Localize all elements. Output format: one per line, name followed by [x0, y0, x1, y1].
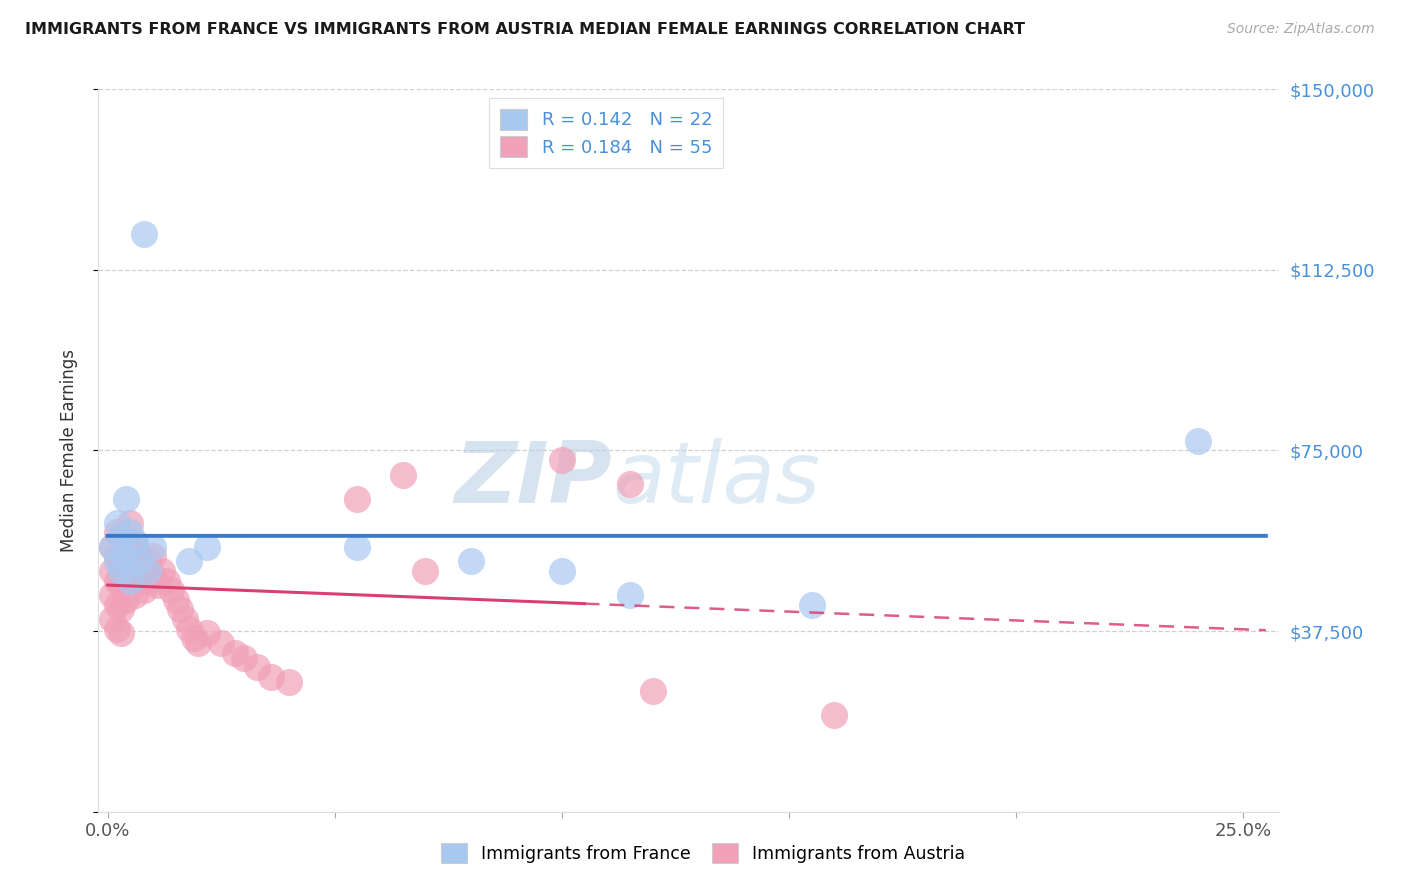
Point [120, 544, 142, 558]
Point [209, 636, 232, 650]
Point [800, 598, 823, 612]
Point [155, 574, 177, 588]
Point [110, 530, 132, 544]
Point [105, 574, 128, 588]
Point [124, 564, 146, 578]
Point [110, 564, 132, 578]
Point [619, 477, 641, 491]
Point [346, 540, 368, 554]
Point [232, 650, 254, 665]
Point [260, 670, 283, 684]
Point [415, 564, 437, 578]
Point [179, 554, 201, 568]
Point [114, 535, 136, 549]
Point [346, 491, 368, 506]
Point [105, 598, 128, 612]
Point [110, 578, 132, 592]
Point [132, 564, 155, 578]
Point [114, 564, 136, 578]
Point [197, 626, 219, 640]
Point [110, 530, 132, 544]
Point [120, 574, 142, 588]
Point [124, 588, 146, 602]
Point [120, 574, 142, 588]
Point [132, 227, 155, 241]
Y-axis label: Median Female Earnings: Median Female Earnings [59, 349, 77, 552]
Point [551, 453, 574, 467]
Point [278, 674, 301, 689]
Point [105, 516, 128, 530]
Point [138, 564, 160, 578]
Point [101, 564, 124, 578]
Point [641, 684, 664, 698]
Point [169, 602, 191, 616]
Point [183, 632, 205, 646]
Point [124, 540, 146, 554]
Point [105, 525, 128, 540]
Point [124, 535, 146, 549]
Point [105, 549, 128, 564]
Point [173, 612, 195, 626]
Point [101, 612, 124, 626]
Text: IMMIGRANTS FROM FRANCE VS IMMIGRANTS FROM AUSTRIA MEDIAN FEMALE EARNINGS CORRELA: IMMIGRANTS FROM FRANCE VS IMMIGRANTS FRO… [25, 22, 1025, 37]
Point [128, 554, 150, 568]
Point [138, 574, 160, 588]
Point [551, 564, 574, 578]
Point [179, 622, 201, 636]
Point [460, 554, 482, 568]
Point [142, 540, 165, 554]
Point [128, 554, 150, 568]
Point [110, 626, 132, 640]
Point [146, 578, 169, 592]
Text: atlas: atlas [612, 438, 820, 521]
Point [165, 592, 187, 607]
Point [105, 622, 128, 636]
Point [150, 564, 173, 578]
Point [132, 583, 155, 598]
Point [246, 660, 269, 674]
Point [114, 592, 136, 607]
Text: Source: ZipAtlas.com: Source: ZipAtlas.com [1227, 22, 1375, 37]
Legend: R = 0.142   N = 22, R = 0.184   N = 55: R = 0.142 N = 22, R = 0.184 N = 55 [489, 98, 723, 168]
Point [110, 554, 132, 568]
Point [128, 574, 150, 588]
Point [110, 602, 132, 616]
Point [114, 491, 136, 506]
Point [120, 525, 142, 540]
Point [160, 583, 183, 598]
Point [101, 540, 124, 554]
Point [101, 588, 124, 602]
Point [138, 554, 160, 568]
Point [101, 540, 124, 554]
Text: ZIP: ZIP [454, 438, 612, 521]
Point [114, 549, 136, 564]
Point [187, 636, 209, 650]
Point [619, 588, 641, 602]
Point [1187, 434, 1209, 448]
Point [391, 467, 413, 482]
Point [105, 554, 128, 568]
Point [197, 540, 219, 554]
Point [823, 708, 845, 723]
Point [142, 568, 165, 582]
Point [142, 549, 165, 564]
Point [120, 516, 142, 530]
Point [224, 646, 246, 660]
Legend: Immigrants from France, Immigrants from Austria: Immigrants from France, Immigrants from … [434, 836, 972, 870]
